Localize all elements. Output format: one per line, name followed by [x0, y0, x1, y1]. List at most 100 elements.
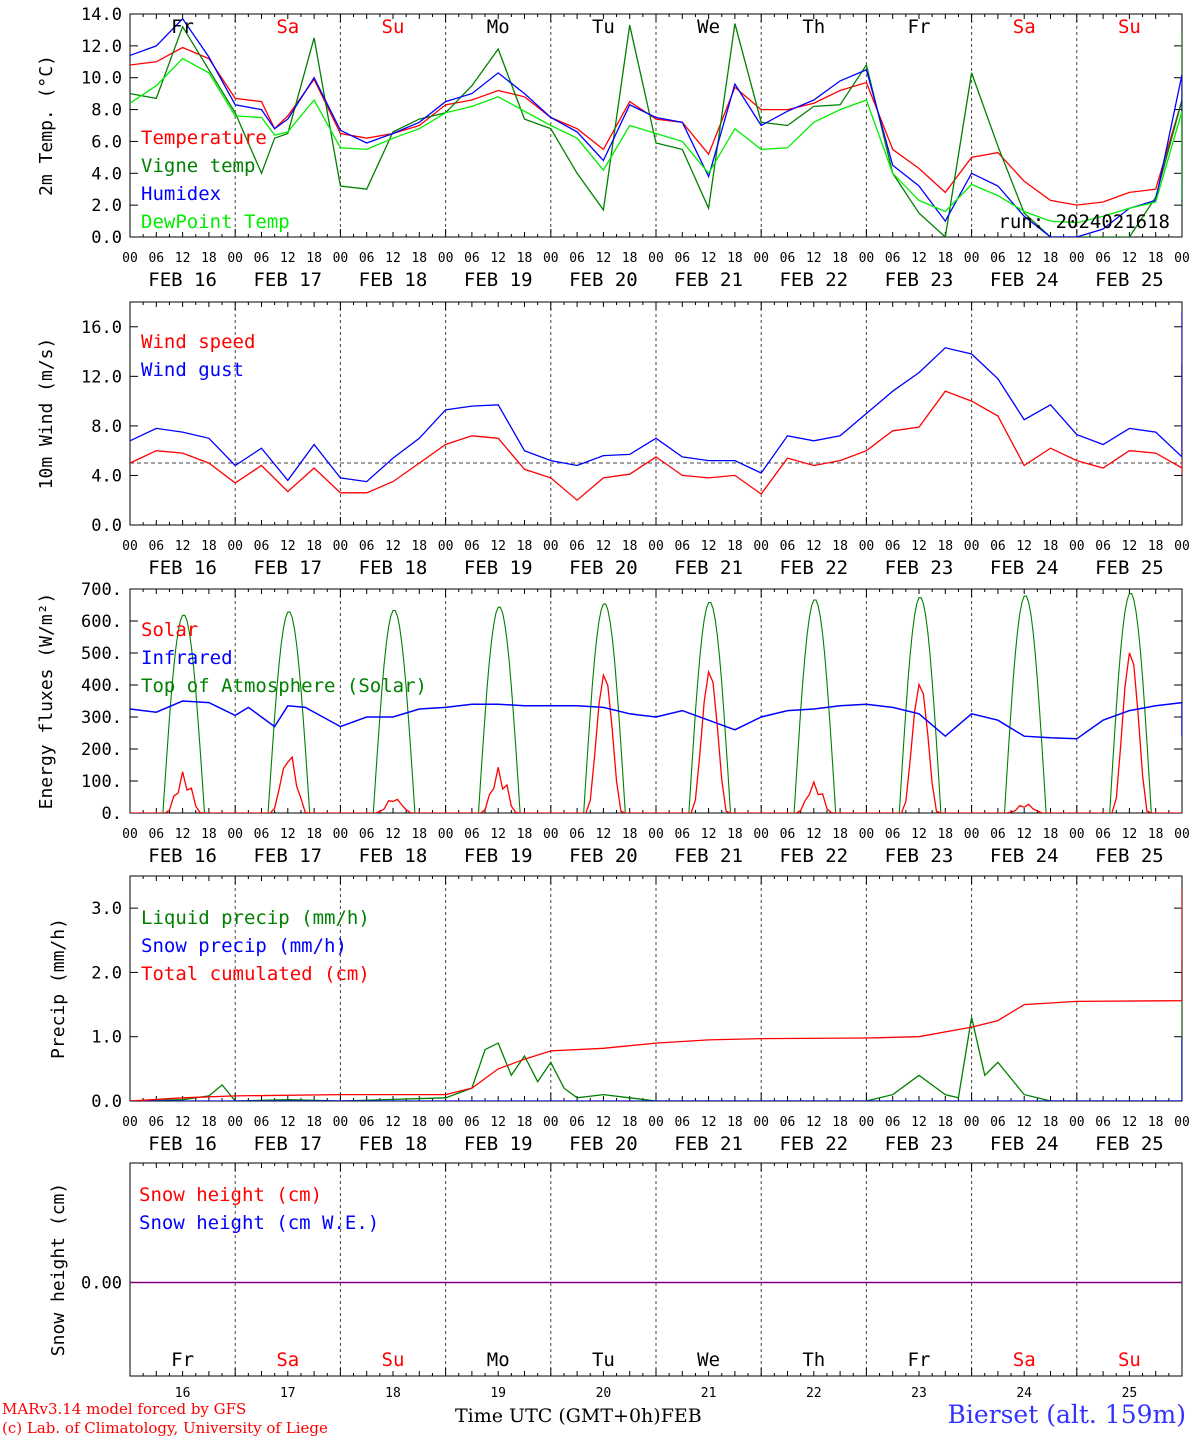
x-tick-label: 12 — [701, 827, 717, 842]
date-label: FEB 22 — [779, 269, 848, 291]
x-tick-label: 00 — [1174, 539, 1190, 554]
y-axis-label: Snow height (cm) — [48, 1183, 69, 1356]
x-tick-label: 06 — [780, 1115, 796, 1130]
x-tick-label: 18 — [937, 1115, 953, 1130]
x-tick-label: 00 — [1174, 1115, 1190, 1130]
x-tick-label: 12 — [280, 827, 296, 842]
y-tick-label: 2.0 — [91, 196, 122, 216]
x-tick-label: 12 — [175, 1115, 191, 1130]
series-total-cumulated-cm- — [130, 888, 1182, 1101]
legend-entry: Snow precip (mm/h) — [141, 935, 347, 957]
x-tick-label: 18 — [306, 1115, 322, 1130]
weekday-label-bottom: We — [697, 1349, 720, 1371]
legend-entry: Top of Atmosphere (Solar) — [141, 675, 427, 697]
date-label: FEB 17 — [253, 1133, 322, 1155]
date-label: FEB 20 — [569, 1133, 638, 1155]
x-tick-label: 06 — [674, 1115, 690, 1130]
weekday-label-bottom: Fr — [908, 1349, 931, 1371]
plot-area — [130, 311, 1182, 502]
x-tick-label: 12 — [175, 251, 191, 266]
series-vigne-temp — [130, 23, 1182, 237]
weekday-label: We — [697, 16, 720, 38]
series-toa-solar-day — [445, 606, 551, 813]
x-tick-label: 12 — [1016, 251, 1032, 266]
x-tick-label: 06 — [885, 1115, 901, 1130]
weekday-label-bottom: Th — [802, 1349, 825, 1371]
x-tick-label: 18 — [832, 251, 848, 266]
x-tick-label: 18 — [727, 539, 743, 554]
legend-entry: Snow height (cm) — [139, 1184, 322, 1206]
weekday-label-bottom: Su — [382, 1349, 405, 1371]
y-tick-label: 0.00 — [81, 1274, 122, 1294]
weekday-label: Tu — [592, 16, 615, 38]
x-tick-label: 00 — [964, 827, 980, 842]
x-tick-label: 06 — [254, 827, 270, 842]
series-toa-solar-day — [340, 609, 446, 813]
x-tick-label: 18 — [411, 251, 427, 266]
date-label: FEB 21 — [674, 845, 743, 867]
weekday-label: Sa — [1013, 16, 1036, 38]
x-tick-label: 06 — [674, 251, 690, 266]
date-label: FEB 24 — [990, 557, 1059, 579]
x-tick-label: 00 — [859, 539, 875, 554]
y-tick-label: 100. — [81, 772, 122, 792]
x-tick-label: 06 — [990, 827, 1006, 842]
x-tick-label: 12 — [596, 539, 612, 554]
weekday-label-bottom: Su — [1118, 1349, 1141, 1371]
series-dewpoint-temp — [130, 57, 1182, 224]
x-tick-label: 00 — [227, 251, 243, 266]
x-tick-label: 12 — [596, 827, 612, 842]
x-tick-label: 00 — [333, 251, 349, 266]
x-tick-label: 06 — [674, 827, 690, 842]
run-label: run: 2024021618 — [998, 211, 1170, 233]
x-tick-label: 00 — [122, 251, 138, 266]
panel-precip: 00 06 12 18 00 06 12 18 00 06 12 18 00 06 12 18 00 06 12 18… — [48, 875, 1190, 1155]
model-credit-line-2: (c) Lab. of Climatology, University of L… — [2, 1419, 328, 1437]
x-tick-label: 12 — [911, 539, 927, 554]
x-tick-label: 18 — [937, 539, 953, 554]
day-number-label: 22 — [806, 1386, 822, 1401]
x-tick-label: 12 — [385, 251, 401, 266]
y-tick-label: 6.0 — [91, 132, 122, 152]
y-axis-label: 2m Temp. (°C) — [36, 55, 57, 196]
x-tick-label: 00 — [438, 827, 454, 842]
x-tick-label: 06 — [254, 1115, 270, 1130]
day-number-label: 24 — [1016, 1386, 1032, 1401]
date-label: FEB 25 — [1095, 1133, 1164, 1155]
date-label: FEB 23 — [885, 269, 954, 291]
x-tick-label: 12 — [596, 251, 612, 266]
date-label: FEB 21 — [674, 1133, 743, 1155]
weekday-label: Mo — [487, 16, 510, 38]
date-label: FEB 18 — [359, 1133, 428, 1155]
plot-area — [130, 17, 1182, 237]
y-tick-label: 700. — [81, 580, 122, 600]
x-tick-label: 06 — [674, 539, 690, 554]
date-label: FEB 23 — [885, 845, 954, 867]
x-tick-label: 12 — [1122, 251, 1138, 266]
model-credit: MARv3.14 model forced by GFS (c) Lab. of… — [2, 1400, 328, 1438]
x-tick-label: 18 — [727, 251, 743, 266]
x-tick-label: 06 — [990, 251, 1006, 266]
x-tick-label: 06 — [780, 539, 796, 554]
x-tick-label: 00 — [1069, 539, 1085, 554]
x-tick-label: 18 — [517, 251, 533, 266]
x-tick-label: 18 — [201, 539, 217, 554]
date-label: FEB 23 — [885, 557, 954, 579]
x-tick-label: 00 — [753, 539, 769, 554]
date-label: FEB 22 — [779, 557, 848, 579]
x-tick-label: 00 — [543, 1115, 559, 1130]
plot-frame — [129, 588, 1183, 814]
day-number-label: 17 — [280, 1386, 296, 1401]
x-tick-label: 18 — [727, 1115, 743, 1130]
x-axis-month-label: FEB — [660, 1405, 702, 1427]
x-tick-label: 00 — [964, 251, 980, 266]
x-tick-label: 06 — [359, 539, 375, 554]
x-tick-label: 06 — [464, 827, 480, 842]
y-axis-label: Precip (mm/h) — [48, 918, 69, 1059]
x-tick-label: 12 — [806, 539, 822, 554]
x-tick-label: 12 — [701, 1115, 717, 1130]
panel-wind: 00 06 12 18 00 06 12 18 00 06 12 18 00 06 12 18 00 06 12 18… — [36, 301, 1190, 579]
weekday-label-bottom: Tu — [592, 1349, 615, 1371]
y-tick-label: 0.0 — [91, 228, 122, 248]
